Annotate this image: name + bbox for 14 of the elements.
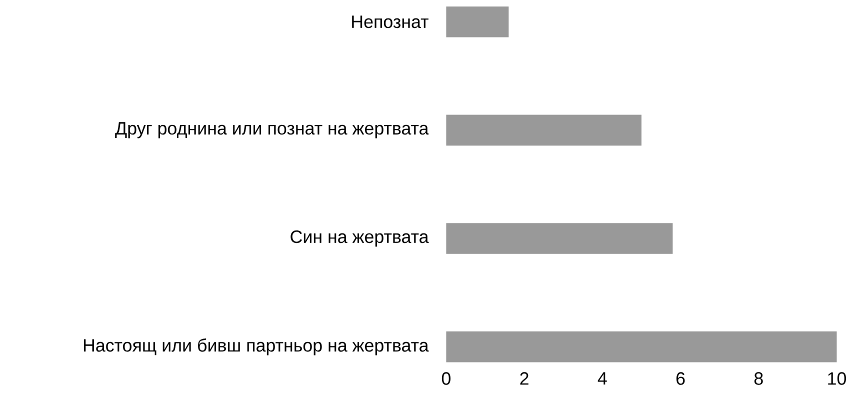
x-tick-label: 8: [754, 372, 763, 385]
x-tick-label: 4: [598, 372, 607, 384]
y-tick-label: Друг роднина или познат на жертвата: [115, 122, 429, 138]
x-tick-label: 10: [828, 372, 846, 385]
bar: [446, 114, 642, 146]
bar: [446, 6, 509, 38]
y-tick-label: Непознат: [352, 15, 428, 28]
x-tick-label: 6: [676, 372, 685, 385]
y-tick-label: Настоящ или бивш партньор на жертвата: [84, 338, 429, 356]
x-tick-label: 2: [520, 372, 528, 384]
bar: [446, 331, 837, 362]
bar: [446, 222, 673, 254]
y-tick-label: Син на жертвата: [290, 230, 429, 246]
x-tick-label: 0: [442, 372, 450, 385]
